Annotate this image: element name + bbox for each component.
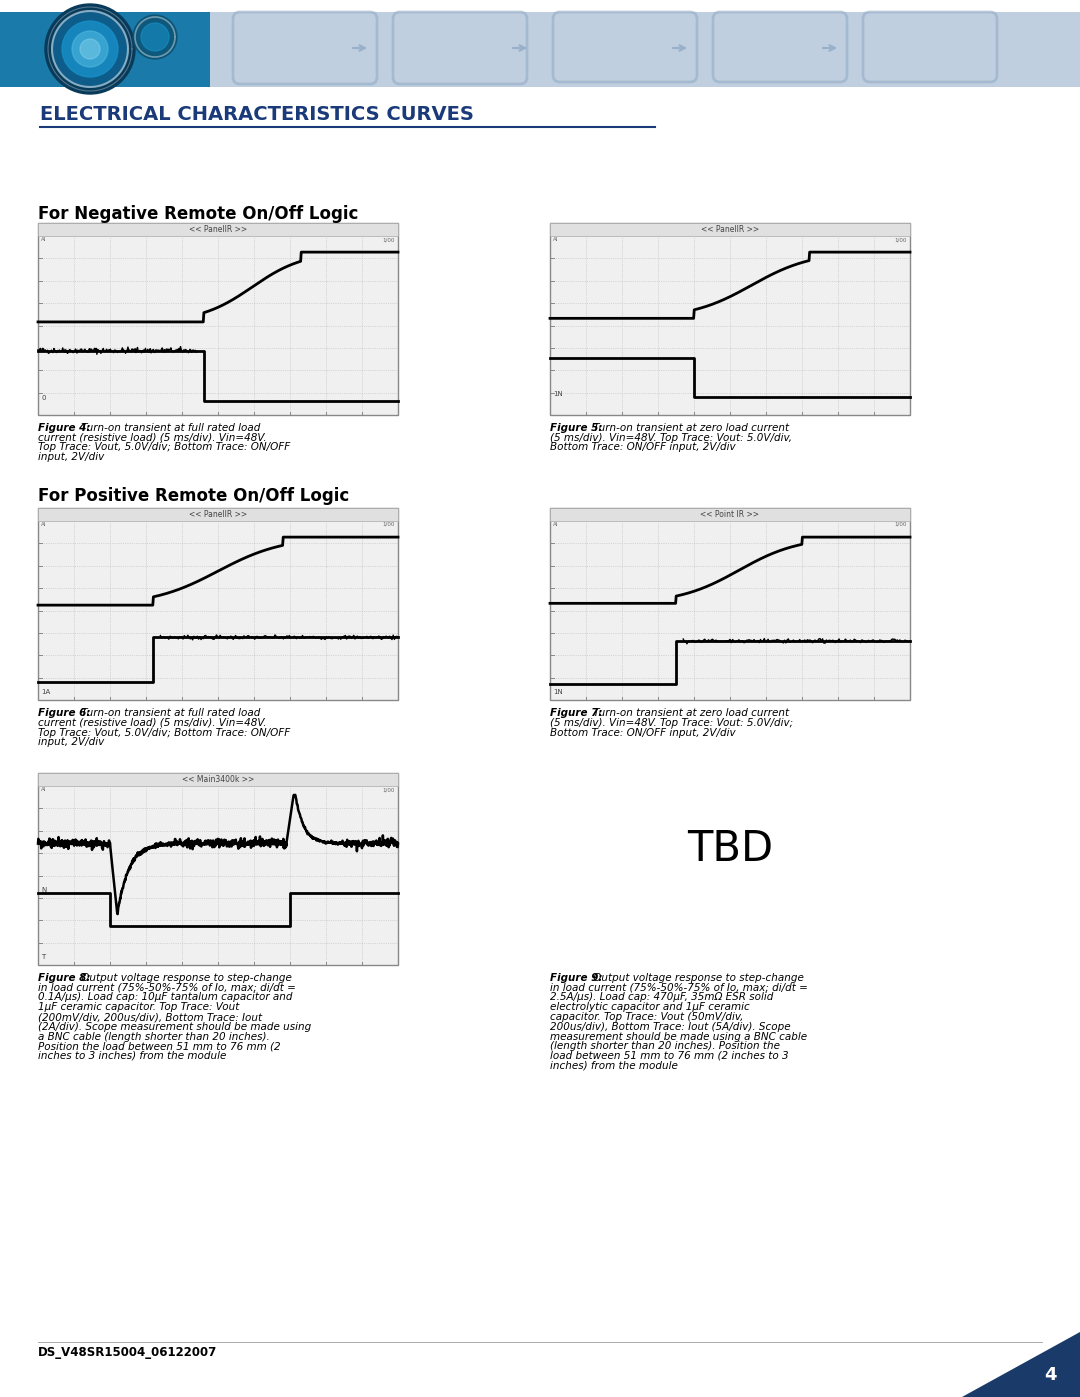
Text: 4: 4 xyxy=(1043,1366,1056,1384)
Text: current (resistive load) (5 ms/div). Vin=48V.: current (resistive load) (5 ms/div). Vin… xyxy=(38,718,267,728)
Circle shape xyxy=(62,21,118,77)
Text: 1/00: 1/00 xyxy=(894,522,907,527)
Text: Top Trace: Vout, 5.0V/div; Bottom Trace: ON/OFF: Top Trace: Vout, 5.0V/div; Bottom Trace:… xyxy=(38,728,291,738)
Text: Position the load between 51 mm to 76 mm (2: Position the load between 51 mm to 76 mm… xyxy=(38,1041,281,1052)
Text: Turn-on transient at zero load current: Turn-on transient at zero load current xyxy=(591,708,789,718)
Text: 1μF ceramic capacitor. Top Trace: Vout: 1μF ceramic capacitor. Top Trace: Vout xyxy=(38,1002,240,1013)
Text: 1/00: 1/00 xyxy=(382,787,395,792)
Circle shape xyxy=(133,15,177,59)
Text: 0: 0 xyxy=(41,395,45,401)
Text: AI: AI xyxy=(41,237,46,242)
Text: DS_V48SR15004_06122007: DS_V48SR15004_06122007 xyxy=(38,1345,217,1359)
Text: 1A: 1A xyxy=(41,689,51,694)
Text: in load current (75%-50%-75% of Io, max; di/dt =: in load current (75%-50%-75% of Io, max;… xyxy=(38,982,296,993)
Text: ELECTRICAL CHARACTERISTICS CURVES: ELECTRICAL CHARACTERISTICS CURVES xyxy=(40,105,474,124)
Circle shape xyxy=(80,39,100,59)
Text: 200us/div), Bottom Trace: Iout (5A/div). Scope: 200us/div), Bottom Trace: Iout (5A/div).… xyxy=(550,1021,791,1032)
Bar xyxy=(38,224,399,236)
Text: AI: AI xyxy=(553,522,558,527)
Text: Output voltage response to step-change: Output voltage response to step-change xyxy=(79,972,293,983)
Text: Turn-on transient at zero load current: Turn-on transient at zero load current xyxy=(591,423,789,433)
Text: << Point IR >>: << Point IR >> xyxy=(701,510,759,520)
Text: Output voltage response to step-change: Output voltage response to step-change xyxy=(591,972,805,983)
Text: AI: AI xyxy=(41,787,46,792)
Text: Figure 6:: Figure 6: xyxy=(38,708,91,718)
Text: Top Trace: Vout, 5.0V/div; Bottom Trace: ON/OFF: Top Trace: Vout, 5.0V/div; Bottom Trace:… xyxy=(38,443,291,453)
Bar xyxy=(38,224,399,415)
Bar xyxy=(38,773,399,787)
Text: 2.5A/μs). Load cap: 470μF, 35mΩ ESR solid: 2.5A/μs). Load cap: 470μF, 35mΩ ESR soli… xyxy=(550,992,773,1003)
Circle shape xyxy=(72,31,108,67)
Text: a BNC cable (length shorter than 20 inches).: a BNC cable (length shorter than 20 inch… xyxy=(38,1031,270,1042)
Text: N: N xyxy=(41,887,46,894)
Text: load between 51 mm to 76 mm (2 inches to 3: load between 51 mm to 76 mm (2 inches to… xyxy=(550,1051,788,1060)
Text: For Positive Remote On/Off Logic: For Positive Remote On/Off Logic xyxy=(38,488,349,504)
Text: AI: AI xyxy=(553,237,558,242)
Text: T: T xyxy=(41,954,45,960)
Text: For Negative Remote On/Off Logic: For Negative Remote On/Off Logic xyxy=(38,205,359,224)
Text: 1/00: 1/00 xyxy=(894,237,907,242)
Text: 1N: 1N xyxy=(553,391,563,397)
Text: (length shorter than 20 inches). Position the: (length shorter than 20 inches). Positio… xyxy=(550,1041,780,1052)
Circle shape xyxy=(141,22,168,52)
Text: Bottom Trace: ON/OFF input, 2V/div: Bottom Trace: ON/OFF input, 2V/div xyxy=(550,443,735,453)
Bar xyxy=(550,224,910,236)
Circle shape xyxy=(45,4,135,94)
Text: (2A/div). Scope measurement should be made using: (2A/div). Scope measurement should be ma… xyxy=(38,1021,311,1032)
Text: << Main3400k >>: << Main3400k >> xyxy=(181,775,254,784)
Text: Figure 5:: Figure 5: xyxy=(550,423,603,433)
Text: Figure 8:: Figure 8: xyxy=(38,972,91,983)
Bar xyxy=(38,509,399,700)
Text: << PanelIR >>: << PanelIR >> xyxy=(189,510,247,520)
Polygon shape xyxy=(962,1331,1080,1397)
Text: 1/00: 1/00 xyxy=(382,522,395,527)
Text: capacitor. Top Trace: Vout (50mV/div,: capacitor. Top Trace: Vout (50mV/div, xyxy=(550,1011,743,1023)
Bar xyxy=(38,773,399,965)
Text: (5 ms/div). Vin=48V. Top Trace: Vout: 5.0V/div;: (5 ms/div). Vin=48V. Top Trace: Vout: 5.… xyxy=(550,718,793,728)
Text: Figure 7:: Figure 7: xyxy=(550,708,603,718)
Text: (5 ms/div). Vin=48V. Top Trace: Vout: 5.0V/div,: (5 ms/div). Vin=48V. Top Trace: Vout: 5.… xyxy=(550,433,792,443)
Text: Turn-on transient at full rated load: Turn-on transient at full rated load xyxy=(79,708,261,718)
Bar xyxy=(38,509,399,521)
Text: AI: AI xyxy=(41,522,46,527)
Text: inches to 3 inches) from the module: inches to 3 inches) from the module xyxy=(38,1051,227,1060)
Circle shape xyxy=(52,11,129,87)
Text: Bottom Trace: ON/OFF input, 2V/div: Bottom Trace: ON/OFF input, 2V/div xyxy=(550,728,735,738)
Text: inches) from the module: inches) from the module xyxy=(550,1060,678,1070)
Text: Turn-on transient at full rated load: Turn-on transient at full rated load xyxy=(79,423,261,433)
Bar xyxy=(550,509,910,521)
Bar xyxy=(0,13,210,87)
Text: << PanelIR >>: << PanelIR >> xyxy=(701,225,759,235)
Text: 0.1A/μs). Load cap: 10μF tantalum capacitor and: 0.1A/μs). Load cap: 10μF tantalum capaci… xyxy=(38,992,293,1003)
Text: TBD: TBD xyxy=(687,828,773,870)
Bar xyxy=(210,13,1080,87)
Text: (200mV/div, 200us/div), Bottom Trace: Iout: (200mV/div, 200us/div), Bottom Trace: Io… xyxy=(38,1011,262,1023)
Text: 1/00: 1/00 xyxy=(382,237,395,242)
Text: Figure 4:: Figure 4: xyxy=(38,423,91,433)
Text: 1N: 1N xyxy=(553,689,563,694)
Bar xyxy=(550,224,910,415)
Text: electrolytic capacitor and 1μF ceramic: electrolytic capacitor and 1μF ceramic xyxy=(550,1002,750,1013)
Text: measurement should be made using a BNC cable: measurement should be made using a BNC c… xyxy=(550,1031,807,1042)
Text: current (resistive load) (5 ms/div). Vin=48V.: current (resistive load) (5 ms/div). Vin… xyxy=(38,433,267,443)
Bar xyxy=(550,509,910,700)
Text: input, 2V/div: input, 2V/div xyxy=(38,453,105,462)
Text: in load current (75%-50%-75% of Io, max; di/dt =: in load current (75%-50%-75% of Io, max;… xyxy=(550,982,808,993)
Text: << PanelIR >>: << PanelIR >> xyxy=(189,225,247,235)
Text: input, 2V/div: input, 2V/div xyxy=(38,738,105,747)
Text: Figure 9:: Figure 9: xyxy=(550,972,603,983)
